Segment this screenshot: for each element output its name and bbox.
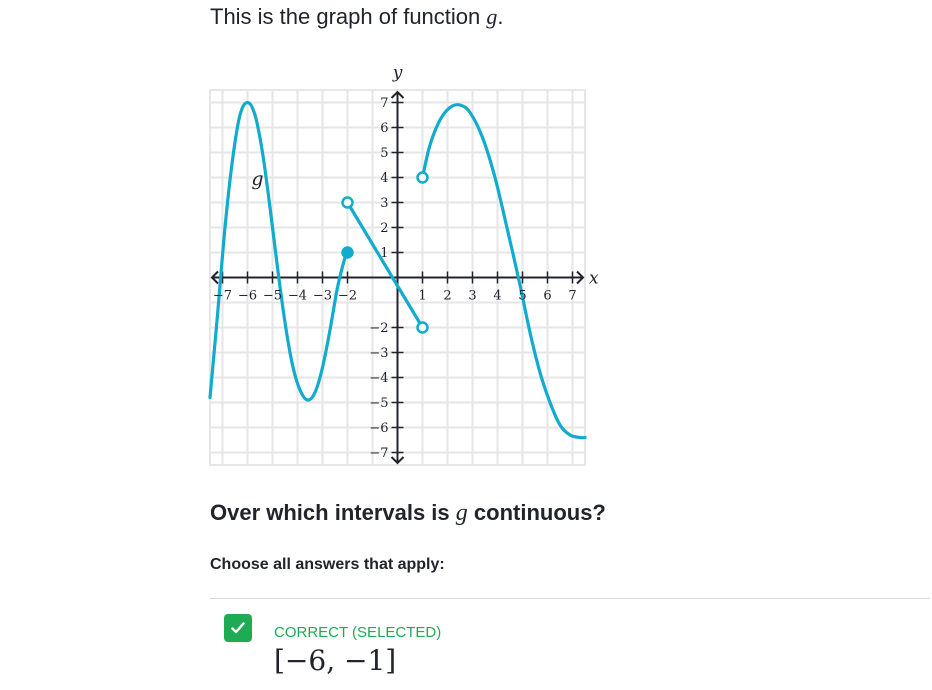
- x-tick-label: 6: [543, 289, 551, 304]
- x-tick-label: 3: [468, 289, 476, 304]
- y-tick-label: 4: [380, 171, 388, 186]
- y-tick-label: 6: [380, 121, 388, 136]
- question-before: Over which intervals is: [210, 500, 456, 525]
- y-tick-label: 5: [380, 146, 388, 161]
- answer-checkbox[interactable]: [224, 614, 252, 642]
- y-tick-label: 3: [380, 196, 388, 211]
- closed-endpoint: [341, 246, 354, 259]
- x-tick-label: 5: [518, 289, 526, 304]
- curve-segment-3: [420, 103, 587, 440]
- x-tick-label: 1: [418, 289, 426, 304]
- question-text: Over which intervals is g continuous?: [210, 500, 606, 527]
- x-tick-label: −6: [238, 289, 257, 304]
- question-function-name: g: [455, 500, 468, 526]
- y-tick-label: 1: [380, 246, 388, 261]
- y-tick-label: −3: [369, 346, 388, 361]
- curve-segment-2: [345, 200, 425, 330]
- x-tick-label: −4: [288, 289, 307, 304]
- y-tick-label: −6: [369, 421, 388, 436]
- y-axis-label: y: [392, 63, 403, 83]
- question-after: continuous?: [467, 500, 606, 525]
- x-axis-arrow-right: [576, 270, 585, 285]
- open-endpoint: [416, 321, 429, 334]
- x-tick-label: −5: [263, 289, 282, 304]
- y-tick-label: −5: [369, 396, 388, 411]
- y-axis-arrow-down: [390, 456, 405, 465]
- checkmark-icon: [231, 622, 245, 634]
- prompt-before: This is the graph of function: [210, 4, 487, 29]
- answer-status: CORRECT (SELECTED): [274, 624, 442, 641]
- prompt-after: .: [497, 4, 504, 29]
- x-axis-label: x: [589, 269, 599, 289]
- x-axis-arrow-left: [210, 270, 219, 285]
- instruction-text: Choose all answers that apply:: [210, 556, 445, 573]
- answer-choice-interval[interactable]: [−6, −1]: [274, 644, 397, 677]
- curve-segment-1: [208, 100, 350, 402]
- x-tick-label: 2: [443, 289, 451, 304]
- x-tick-label: −3: [313, 289, 332, 304]
- open-endpoint: [416, 171, 429, 184]
- y-axis-arrow-up: [390, 90, 405, 99]
- y-tick-label: 2: [380, 221, 388, 236]
- y-tick-label: −7: [369, 446, 388, 461]
- x-tick-label: 7: [568, 289, 576, 304]
- y-tick-label: −4: [369, 371, 388, 386]
- prompt-function-name: g: [486, 4, 498, 29]
- y-tick-label: 7: [380, 96, 388, 111]
- y-tick-label: −2: [369, 321, 388, 336]
- function-graph: −7 −6 −5 −4 −3 −2 1 2 3 4 5 6 7−7−6−5−4−3−21234567yx…: [208, 63, 599, 466]
- open-endpoint: [341, 196, 354, 209]
- x-tick-label: −2: [338, 289, 357, 304]
- function-label: g: [251, 168, 263, 190]
- x-tick-label: 4: [493, 289, 501, 304]
- x-tick-label: −7: [213, 289, 232, 304]
- prompt-text: This is the graph of function g.: [210, 4, 504, 30]
- divider: [210, 598, 930, 599]
